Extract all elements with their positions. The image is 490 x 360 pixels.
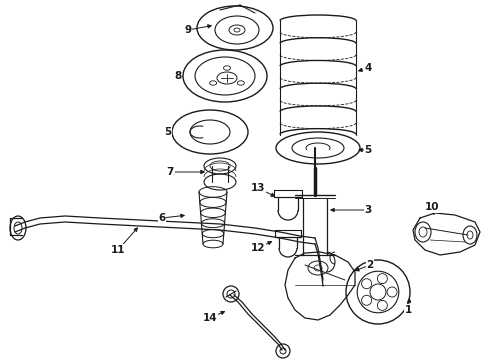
Text: 6: 6 bbox=[158, 213, 166, 223]
Text: 14: 14 bbox=[203, 313, 217, 323]
Text: 10: 10 bbox=[425, 202, 439, 212]
Text: 4: 4 bbox=[364, 63, 372, 73]
Text: 13: 13 bbox=[251, 183, 265, 193]
Text: 12: 12 bbox=[251, 243, 265, 253]
Text: 8: 8 bbox=[174, 71, 182, 81]
Text: 5: 5 bbox=[365, 145, 371, 155]
Text: 7: 7 bbox=[166, 167, 173, 177]
Text: 5: 5 bbox=[164, 127, 171, 137]
Text: 11: 11 bbox=[111, 245, 125, 255]
Text: 3: 3 bbox=[365, 205, 371, 215]
Text: 1: 1 bbox=[404, 305, 412, 315]
Text: 2: 2 bbox=[367, 260, 373, 270]
Text: 9: 9 bbox=[184, 25, 192, 35]
